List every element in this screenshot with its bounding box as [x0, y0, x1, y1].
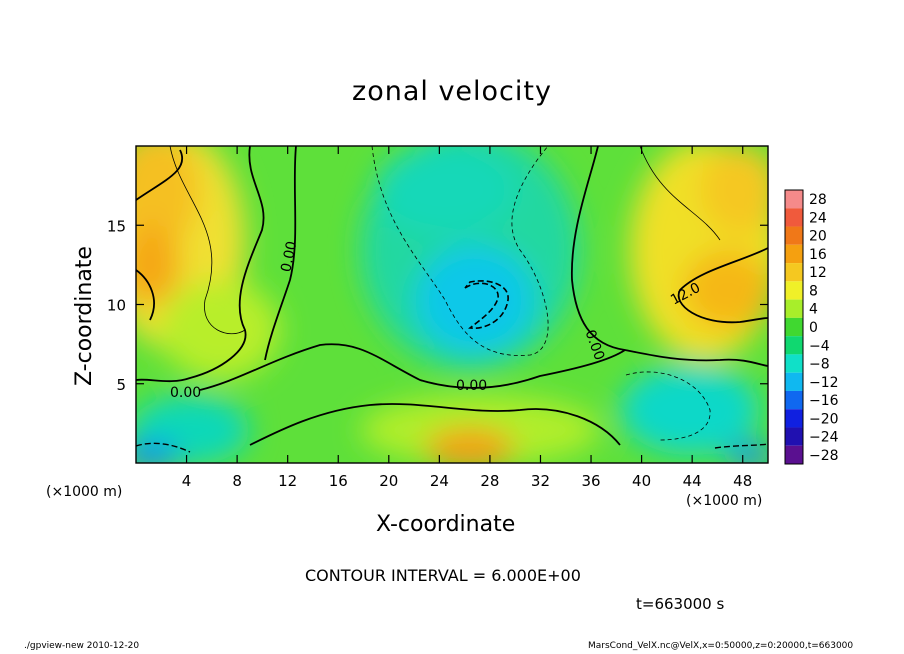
colorbar-swatch: [785, 263, 803, 282]
colorbar-label: 20: [809, 229, 827, 245]
colorbar-label: −24: [809, 430, 839, 446]
contour-neg-outer: [371, 146, 549, 356]
colorbar-swatch: [785, 190, 803, 209]
colorbar-swatch: [785, 226, 803, 245]
colorbar-label: −12: [809, 375, 839, 391]
x-unit-label-right: (×1000 m): [686, 493, 763, 509]
contour-lower: [249, 403, 621, 446]
colorbar-swatch: [785, 445, 803, 464]
chart-title: zonal velocity: [352, 76, 552, 107]
x-unit-label-left: (×1000 m): [46, 484, 123, 500]
contour-interval-note: CONTOUR INTERVAL = 6.000E+00: [305, 566, 581, 585]
colorbar-swatch: [785, 317, 803, 337]
y-tick-label: 5: [116, 376, 126, 394]
colorbar-label: −8: [809, 357, 830, 373]
x-tick-label: 20: [379, 472, 398, 490]
colorbar-swatch: [785, 390, 803, 410]
y-tick-label: 15: [107, 217, 126, 235]
colorbar-swatch: [785, 354, 803, 373]
contour-neg-central: [464, 280, 509, 329]
colorbar-label: 8: [809, 283, 818, 299]
y-tick-label: 10: [107, 297, 126, 315]
colorbar-label: 16: [809, 247, 827, 263]
contour-zero-right: [571, 146, 768, 367]
contour-twelve-right: [677, 247, 768, 324]
x-tick-label: 8: [232, 472, 242, 490]
colorbar-swatch: [785, 427, 803, 446]
colorbar-frame: [784, 189, 804, 465]
contour-bottom-dashed: [136, 442, 768, 453]
x-tick-label: 44: [683, 472, 702, 490]
colorbar: 28 24 20 16 12 8 4 0 −4 −8 −12 −16 −20 −24 −28: [784, 189, 839, 465]
footer-left: ./gpview-new 2010-12-20: [24, 641, 140, 651]
contour-neg-right: [625, 371, 711, 441]
contour-zero-horizontal: [199, 343, 626, 391]
colorbar-label: 0: [809, 320, 818, 336]
y-ticks: 5 10 15: [107, 217, 768, 394]
contour-twelve-left: [136, 149, 183, 321]
x-ticks: 4 8 12 16 20 24 28 32 36 40 44 48: [182, 146, 752, 490]
x-tick-label: 4: [182, 472, 192, 490]
contour-thin-pos: [169, 146, 721, 335]
contour-label: 0.00: [456, 378, 487, 394]
contour-lines: [136, 146, 768, 453]
colorbar-swatch: [785, 281, 803, 300]
colorbar-label: −20: [809, 411, 839, 427]
colorbar-label: 4: [809, 302, 818, 318]
colorbar-label: 12: [809, 265, 827, 281]
contour-label: 0.00: [170, 385, 201, 401]
colorbar-swatch: [785, 336, 803, 355]
x-tick-label: 24: [430, 472, 449, 490]
x-tick-label: 48: [733, 472, 752, 490]
x-axis-label: X-coordinate: [376, 512, 516, 537]
time-note: t=663000 s: [636, 595, 725, 613]
colorbar-label: 28: [809, 192, 827, 208]
y-axis-label: Z-coordinate: [72, 246, 97, 386]
colorbar-swatch: [785, 208, 803, 227]
x-tick-label: 12: [278, 472, 297, 490]
colorbar-label: −28: [809, 448, 839, 464]
colorbar-swatch: [785, 372, 803, 391]
x-tick-label: 28: [480, 472, 499, 490]
colorbar-swatch: [785, 409, 803, 428]
colorbar-label: −4: [809, 338, 830, 354]
x-tick-label: 16: [329, 472, 348, 490]
colorbar-label: 24: [809, 210, 827, 226]
colorbar-swatch: [785, 299, 803, 318]
heatmap-field: [136, 146, 768, 463]
footer-right: MarsCond_VelX.nc@VelX,x=0:50000,z=0:2000…: [588, 641, 854, 651]
contour-zero-left: [136, 146, 265, 383]
x-tick-label: 40: [632, 472, 651, 490]
contour-zero-vertical: [264, 146, 297, 361]
x-tick-label: 36: [581, 472, 600, 490]
colorbar-swatch: [785, 244, 803, 264]
colorbar-label: −16: [809, 393, 839, 409]
contour-label: 0.00: [278, 240, 300, 274]
x-tick-label: 32: [531, 472, 550, 490]
